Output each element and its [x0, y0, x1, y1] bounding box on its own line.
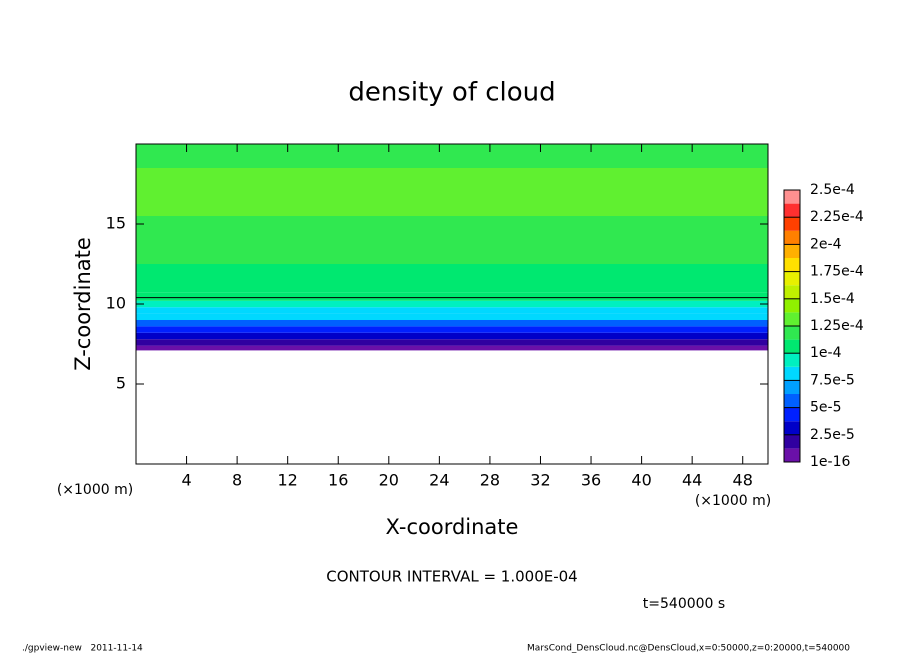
contour-band [136, 232, 768, 248]
contour-band [136, 144, 768, 152]
time-label: t=540000 s [643, 596, 725, 612]
x-tick-label: 4 [181, 471, 191, 490]
x-tick-label: 12 [278, 471, 298, 490]
contour-band [136, 326, 768, 333]
colorbar-swatch [784, 448, 800, 462]
colorbar-swatch [784, 244, 800, 258]
colorbar-swatch [784, 230, 800, 245]
x-unit-label: (×1000 m) [695, 493, 771, 509]
x-tick-label: 44 [682, 471, 702, 490]
colorbar-swatch [784, 258, 800, 272]
colorbar-swatch [784, 298, 800, 313]
contour-band [136, 345, 768, 351]
colorbar-swatch [784, 353, 800, 367]
contour-band [136, 200, 768, 216]
colorbar-swatch [784, 421, 800, 435]
x-axis-label: X-coordinate [386, 515, 519, 539]
y-tick-label: 15 [106, 214, 126, 233]
colorbar-label: 1.5e-4 [810, 291, 855, 307]
colorbar-swatch [784, 190, 800, 204]
footer-right: MarsCond_DensCloud.nc@DensCloud,x=0:5000… [527, 644, 850, 654]
y-tick-label: 5 [116, 374, 126, 393]
colorbar-swatch [784, 203, 800, 218]
colorbar-swatch [784, 326, 800, 340]
colorbar-swatch [784, 217, 800, 231]
contour-band [136, 339, 768, 346]
y-tick-label: 10 [106, 294, 126, 313]
colorbar-swatch [784, 407, 800, 422]
colorbar-label: 7.5e-5 [810, 372, 855, 388]
contour-band [136, 350, 768, 408]
colorbar-swatch [784, 312, 800, 326]
colorbar-label: 1e-16 [810, 454, 850, 470]
contour-band [136, 307, 768, 314]
x-tick-label: 24 [429, 471, 449, 490]
colorbar-swatch [784, 366, 800, 381]
colorbar-label: 2.5e-5 [810, 427, 855, 443]
colorbar-label: 1e-4 [810, 345, 842, 361]
contour-band [136, 408, 768, 464]
contour-band [136, 248, 768, 264]
colorbar-swatch [784, 339, 800, 354]
contour-band [136, 292, 768, 301]
colorbar-label: 2.5e-4 [810, 182, 855, 198]
contour-band [136, 264, 768, 280]
contour-band [136, 313, 768, 320]
colorbar-swatch [784, 271, 800, 286]
contour-band [136, 332, 768, 340]
x-unit-label: (×1000 m) [57, 482, 133, 498]
footer-left: ./gpview-new 2011-11-14 [22, 644, 143, 654]
x-tick-label: 16 [328, 471, 348, 490]
x-tick-label: 32 [530, 471, 550, 490]
y-axis-label: Z-coordinate [71, 237, 95, 371]
colorbar-label: 1.75e-4 [810, 264, 864, 280]
colorbar-label: 2e-4 [810, 236, 842, 252]
contour-interval: CONTOUR INTERVAL = 1.000E-04 [326, 568, 577, 586]
contour-band [136, 320, 768, 327]
colorbar-label: 2.25e-4 [810, 209, 864, 225]
contour-band [136, 216, 768, 232]
contour-band [136, 300, 768, 308]
colorbar-label: 1.25e-4 [810, 318, 864, 334]
colorbar-swatch [784, 285, 800, 299]
x-tick-label: 36 [581, 471, 601, 490]
contour-band [136, 168, 768, 184]
x-tick-label: 48 [733, 471, 753, 490]
x-tick-label: 28 [480, 471, 500, 490]
x-tick-label: 40 [631, 471, 651, 490]
colorbar-swatch [784, 394, 800, 408]
contour-band [136, 280, 768, 293]
contour-band [136, 152, 768, 168]
x-tick-label: 20 [379, 471, 399, 490]
colorbar-swatch [784, 380, 800, 394]
contour-band [136, 184, 768, 200]
colorbar-swatch [784, 434, 800, 449]
colorbar-label: 5e-5 [810, 400, 841, 416]
x-tick-label: 8 [232, 471, 242, 490]
chart-title: density of cloud [348, 78, 555, 108]
